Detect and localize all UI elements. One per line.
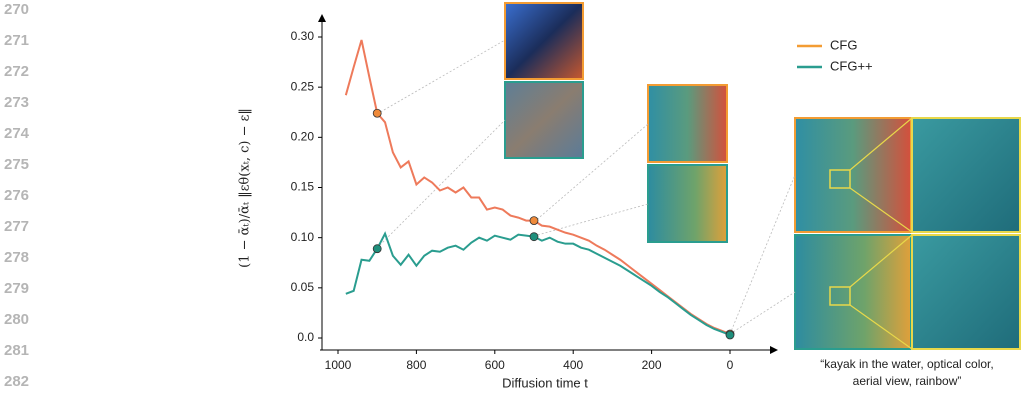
line-number: 278 — [4, 249, 29, 266]
image-cfg-0 — [794, 117, 912, 233]
y-tick-label: 0.15 — [291, 180, 315, 194]
x-axis-label: Diffusion time t — [502, 375, 588, 390]
x-tick-label: 1000 — [325, 358, 352, 372]
line-number: 272 — [4, 63, 29, 80]
line-number: 277 — [4, 218, 29, 235]
y-tick-label: 0.20 — [291, 130, 315, 144]
x-tick-label: 800 — [406, 358, 426, 372]
line-number: 280 — [4, 311, 29, 328]
x-tick-label: 0 — [727, 358, 734, 372]
x-arrow — [770, 346, 778, 354]
image-cfg-900 — [504, 2, 584, 80]
image-cfg-0-zoom — [911, 117, 1021, 233]
caption: aerial view, rainbow” — [853, 374, 962, 388]
y-tick-label: 0.0 — [297, 330, 314, 344]
highlight-dot — [529, 216, 539, 226]
highlight-dot — [529, 232, 539, 242]
image-cfgpp-500 — [647, 164, 728, 243]
image-cfgpp-0 — [794, 234, 912, 350]
line-number: 270 — [4, 1, 29, 18]
y-arrow — [318, 14, 326, 22]
line-number: 282 — [4, 373, 29, 390]
line-number: 281 — [4, 342, 29, 359]
x-tick-label: 400 — [563, 358, 583, 372]
line-number: 273 — [4, 94, 29, 111]
line-number: 276 — [4, 187, 29, 204]
y-tick-label: 0.30 — [291, 29, 315, 43]
image-cfgpp-900 — [504, 81, 584, 159]
line-number: 279 — [4, 280, 29, 297]
zoom-box — [829, 169, 851, 189]
image-cfgpp-0-zoom — [911, 234, 1021, 350]
legend-label: CFG++ — [830, 58, 873, 73]
legend-label: CFG — [830, 37, 857, 52]
zoom-lines — [849, 117, 913, 350]
image-cfg-500 — [647, 84, 728, 163]
y-tick-label: 0.10 — [291, 230, 315, 244]
line — [345, 231, 731, 336]
line-number: 274 — [4, 125, 30, 142]
highlight-dot — [372, 244, 382, 254]
line-number: 271 — [4, 32, 29, 49]
y-axis-label: (1 − ᾱₜ)/ᾱₜ ‖εθ(xₜ, c) − ε‖ — [238, 108, 253, 268]
x-tick-label: 200 — [642, 358, 662, 372]
highlight-dot — [372, 108, 382, 118]
caption: “kayak in the water, optical color, — [820, 357, 993, 371]
y-tick-label: 0.25 — [291, 79, 315, 93]
y-tick-label: 0.05 — [291, 280, 315, 294]
highlight-dot — [725, 330, 735, 340]
zoom-box — [829, 286, 851, 306]
line-number: 275 — [4, 156, 29, 173]
connector — [376, 39, 796, 335]
x-tick-label: 600 — [485, 358, 505, 372]
